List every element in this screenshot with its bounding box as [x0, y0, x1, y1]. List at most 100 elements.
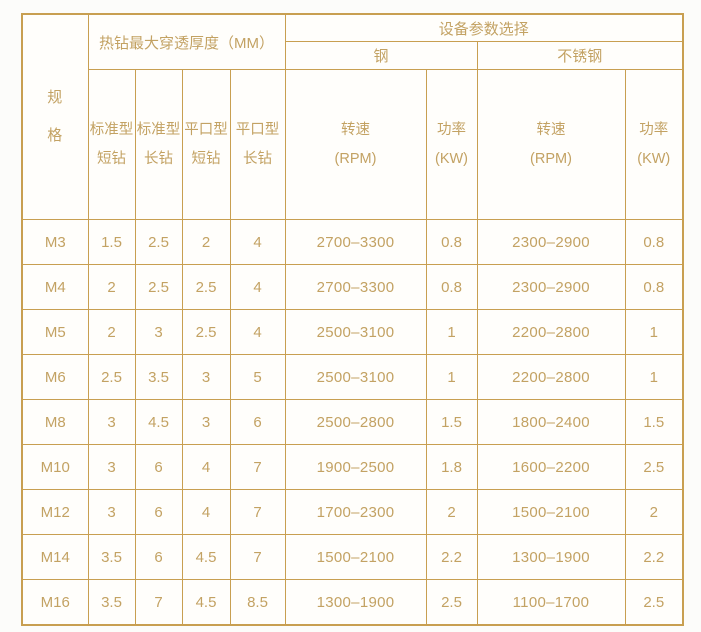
table-row: M8 3 4.5 3 6 2500–2800 1.5 1800–2400 1.5 [21, 399, 684, 445]
steel-group-header: 钢 [284, 41, 478, 70]
flat-long-cell: 5 [229, 354, 286, 400]
flat-long-cell: 4 [229, 264, 286, 310]
steel-kw-cell: 0.8 [425, 219, 478, 265]
stainless-kw-cell: 2 [624, 489, 684, 535]
flat-short-cell: 4 [181, 444, 231, 490]
spec-cell: M3 [21, 219, 89, 265]
flat-short-cell: 4 [181, 489, 231, 535]
col-header-flat-short: 平口型 短钻 [181, 69, 231, 220]
flat-short-cell: 3 [181, 399, 231, 445]
spec-cell: M6 [21, 354, 89, 400]
steel-kw-cell: 1.8 [425, 444, 478, 490]
stainless-rpm-cell: 2300–2900 [476, 219, 626, 265]
spec-cell: M12 [21, 489, 89, 535]
flat-long-cell: 7 [229, 489, 286, 535]
steel-kw-cell: 2.5 [425, 579, 478, 626]
std-long-cell: 3.5 [134, 354, 183, 400]
header-row-top: 规 格 热钻最大穿透厚度（MM） 设备参数选择 [21, 13, 684, 220]
std-long-cell: 2.5 [134, 264, 183, 310]
flat-long-cell: 7 [229, 534, 286, 580]
std-short-cell: 3 [87, 489, 136, 535]
table-row: M4 2 2.5 2.5 4 2700–3300 0.8 2300–2900 0.8 [21, 264, 684, 310]
steel-kw-cell: 1 [425, 309, 478, 355]
std-short-cell: 2 [87, 264, 136, 310]
steel-kw-cell: 0.8 [425, 264, 478, 310]
std-short-cell: 1.5 [87, 219, 136, 265]
stainless-rpm-cell: 1600–2200 [476, 444, 626, 490]
flat-short-cell: 4.5 [181, 534, 231, 580]
flat-short-cell: 2 [181, 219, 231, 265]
spec-cell: M4 [21, 264, 89, 310]
steel-rpm-cell: 2500–3100 [284, 354, 427, 400]
steel-rpm-cell: 1900–2500 [284, 444, 427, 490]
std-short-cell: 2 [87, 309, 136, 355]
stainless-kw-cell: 0.8 [624, 219, 684, 265]
stainless-kw-cell: 2.5 [624, 444, 684, 490]
table-header: 规 格 热钻最大穿透厚度（MM） 设备参数选择 钢 不锈钢 标准型 短钻 标准型… [21, 13, 684, 220]
steel-rpm-cell: 1300–1900 [284, 579, 427, 626]
table-row: M12 3 6 4 7 1700–2300 2 1500–2100 2 [21, 489, 684, 535]
std-short-cell: 3 [87, 444, 136, 490]
stainless-rpm-cell: 2200–2800 [476, 309, 626, 355]
std-short-cell: 3.5 [87, 534, 136, 580]
std-long-cell: 3 [134, 309, 183, 355]
table-row: M14 3.5 6 4.5 7 1500–2100 2.2 1300–1900 2.2 [21, 534, 684, 580]
steel-kw-cell: 2 [425, 489, 478, 535]
flat-long-cell: 7 [229, 444, 286, 490]
flat-long-cell: 6 [229, 399, 286, 445]
steel-rpm-cell: 2700–3300 [284, 264, 427, 310]
stainless-rpm-cell: 1300–1900 [476, 534, 626, 580]
std-short-cell: 2.5 [87, 354, 136, 400]
device-params-group-header: 设备参数选择 [284, 13, 684, 42]
steel-kw-cell: 2.2 [425, 534, 478, 580]
steel-rpm-cell: 2500–3100 [284, 309, 427, 355]
std-long-cell: 6 [134, 444, 183, 490]
stainless-kw-cell: 0.8 [624, 264, 684, 310]
table-row: M5 2 3 2.5 4 2500–3100 1 2200–2800 1 [21, 309, 684, 355]
col-header-standard-short: 标准型 短钻 [87, 69, 136, 220]
flat-long-cell: 8.5 [229, 579, 286, 626]
stainless-rpm-cell: 2200–2800 [476, 354, 626, 400]
col-header-standard-long: 标准型 长钻 [134, 69, 183, 220]
col-header-steel-rpm: 转速 (RPM) [284, 69, 427, 220]
table-body: M3 1.5 2.5 2 4 2700–3300 0.8 2300–2900 0.8 M4 2 2.5… [21, 219, 684, 626]
spec-cell: M14 [21, 534, 89, 580]
col-header-stainless-kw: 功率 (KW) [624, 69, 684, 220]
col-header-flat-long: 平口型 长钻 [229, 69, 286, 220]
stainless-kw-cell: 1.5 [624, 399, 684, 445]
stainless-rpm-cell: 1800–2400 [476, 399, 626, 445]
std-long-cell: 7 [134, 579, 183, 626]
stainless-kw-cell: 1 [624, 309, 684, 355]
col-header-stainless-rpm: 转速 (RPM) [476, 69, 626, 220]
steel-rpm-cell: 2700–3300 [284, 219, 427, 265]
spec-cell: M8 [21, 399, 89, 445]
steel-rpm-cell: 1500–2100 [284, 534, 427, 580]
steel-kw-cell: 1.5 [425, 399, 478, 445]
steel-kw-cell: 1 [425, 354, 478, 400]
std-short-cell: 3.5 [87, 579, 136, 626]
flat-short-cell: 2.5 [181, 309, 231, 355]
flat-short-cell: 3 [181, 354, 231, 400]
spec-cell: M10 [21, 444, 89, 490]
std-short-cell: 3 [87, 399, 136, 445]
header-row-material: 钢 不锈钢 [22, 41, 684, 70]
table-row: M16 3.5 7 4.5 8.5 1300–1900 2.5 1100–1700 2.5 [21, 579, 684, 626]
stainless-kw-cell: 1 [624, 354, 684, 400]
table-row: M6 2.5 3.5 3 5 2500–3100 1 2200–2800 1 [21, 354, 684, 400]
flat-long-cell: 4 [229, 219, 286, 265]
std-long-cell: 2.5 [134, 219, 183, 265]
spec-cell: M5 [21, 309, 89, 355]
std-long-cell: 6 [134, 534, 183, 580]
steel-rpm-cell: 1700–2300 [284, 489, 427, 535]
stainless-group-header: 不锈钢 [476, 41, 684, 70]
table-row: M3 1.5 2.5 2 4 2700–3300 0.8 2300–2900 0.8 [21, 219, 684, 265]
stainless-rpm-cell: 1100–1700 [476, 579, 626, 626]
stainless-kw-cell: 2.2 [624, 534, 684, 580]
drill-spec-table: 规 格 热钻最大穿透厚度（MM） 设备参数选择 钢 不锈钢 标准型 短钻 标准型… [21, 13, 685, 626]
spec-column-header: 规 格 [21, 13, 89, 220]
flat-short-cell: 2.5 [181, 264, 231, 310]
thickness-group-header: 热钻最大穿透厚度（MM） [87, 13, 286, 70]
header-row-subcolumns: 标准型 短钻 标准型 长钻 平口型 短钻 平口型 长钻 转速 (RPM) 功率 … [22, 69, 684, 220]
stainless-kw-cell: 2.5 [624, 579, 684, 626]
